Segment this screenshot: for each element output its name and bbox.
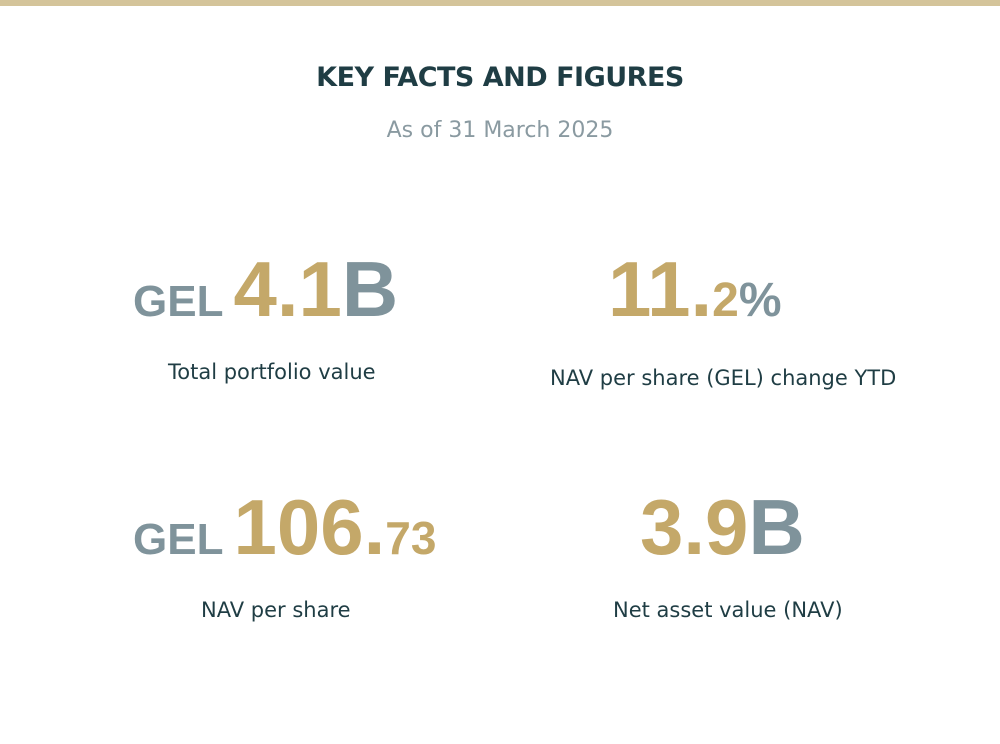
stat-unit: B — [341, 245, 399, 333]
stat-value-dot: . — [690, 245, 713, 333]
stat-nav-per-share: GEL 106.73 — [133, 488, 436, 566]
stat-label-nav-per-share: NAV per share — [201, 598, 351, 622]
stat-unit: % — [738, 274, 782, 327]
stat-value-decimal: 73 — [385, 512, 437, 564]
stat-currency: GEL — [133, 277, 224, 326]
stat-unit: B — [748, 483, 805, 571]
stat-value-main: 11 — [608, 245, 691, 333]
stat-value-dot: . — [363, 483, 386, 571]
stat-label-net-asset-value: Net asset value (NAV) — [613, 598, 843, 622]
stat-value: 4.1 — [233, 245, 342, 333]
stat-value: 3.9 — [640, 483, 749, 571]
stat-currency: GEL — [133, 515, 224, 564]
stat-value-decimal: 2 — [712, 274, 739, 327]
stat-label-nav-change-ytd: NAV per share (GEL) change YTD — [550, 366, 897, 390]
top-accent-bar — [0, 0, 1000, 6]
stat-nav-change-ytd: 11.2% — [608, 250, 782, 328]
page-subtitle: As of 31 March 2025 — [386, 118, 614, 143]
page-title: KEY FACTS AND FIGURES — [316, 62, 684, 93]
stat-value-main: 106 — [233, 483, 364, 571]
stat-label-total-portfolio-value: Total portfolio value — [168, 360, 376, 384]
stat-net-asset-value: 3.9B — [640, 488, 805, 566]
stat-total-portfolio-value: GEL 4.1B — [133, 250, 398, 328]
